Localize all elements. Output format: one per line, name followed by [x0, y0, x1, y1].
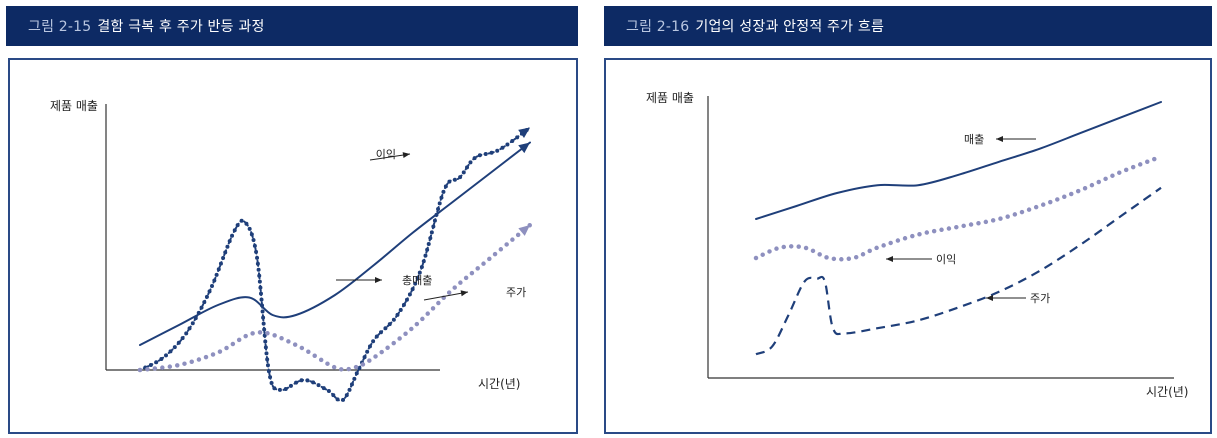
series-arrowhead-2 — [518, 127, 530, 138]
figure-number: 그림 2-16 — [626, 19, 690, 35]
series-arrowhead-3 — [518, 225, 530, 236]
figure-title: 기업의 성장과 안정적 주가 흐름 — [695, 19, 885, 35]
label-leader-line — [423, 291, 469, 301]
label-leader-arrowhead — [460, 290, 468, 297]
series-arrowhead-1 — [518, 142, 530, 154]
figure-number: 그림 2-15 — [28, 19, 92, 35]
figure-title-bar: 그림 2-15 결함 극복 후 주가 반등 과정 — [6, 6, 578, 46]
y-axis-label: 제품 매출 — [50, 99, 98, 113]
series-line-1 — [139, 141, 531, 346]
x-axis-label: 시간(년) — [478, 377, 520, 391]
series-line-3 — [137, 222, 533, 373]
label-leader-arrowhead — [986, 295, 993, 301]
y-axis-label: 제품 매출 — [646, 91, 694, 105]
series-line-1 — [755, 101, 1162, 220]
label-leader-arrowhead — [402, 152, 410, 159]
series-line-2 — [753, 154, 1164, 262]
series-label: 주가 — [506, 286, 526, 299]
label-leader-arrowhead — [996, 136, 1003, 142]
figure-title-bar: 그림 2-16 기업의 성장과 안정적 주가 흐름 — [604, 6, 1212, 46]
series-label: 매출 — [964, 133, 984, 146]
series-label: 주가 — [1030, 292, 1050, 305]
figure-title: 결함 극복 후 주가 반등 과정 — [97, 19, 265, 35]
x-axis-label: 시간(년) — [1146, 385, 1188, 399]
series-label: 이익 — [376, 148, 396, 161]
label-leader-arrowhead — [886, 256, 893, 262]
label-leader-arrowhead — [375, 277, 382, 283]
series-line-3 — [755, 186, 1162, 356]
series-label: 이익 — [936, 253, 956, 266]
series-label: 총매출 — [402, 274, 432, 287]
series-dots-2 — [138, 125, 532, 403]
